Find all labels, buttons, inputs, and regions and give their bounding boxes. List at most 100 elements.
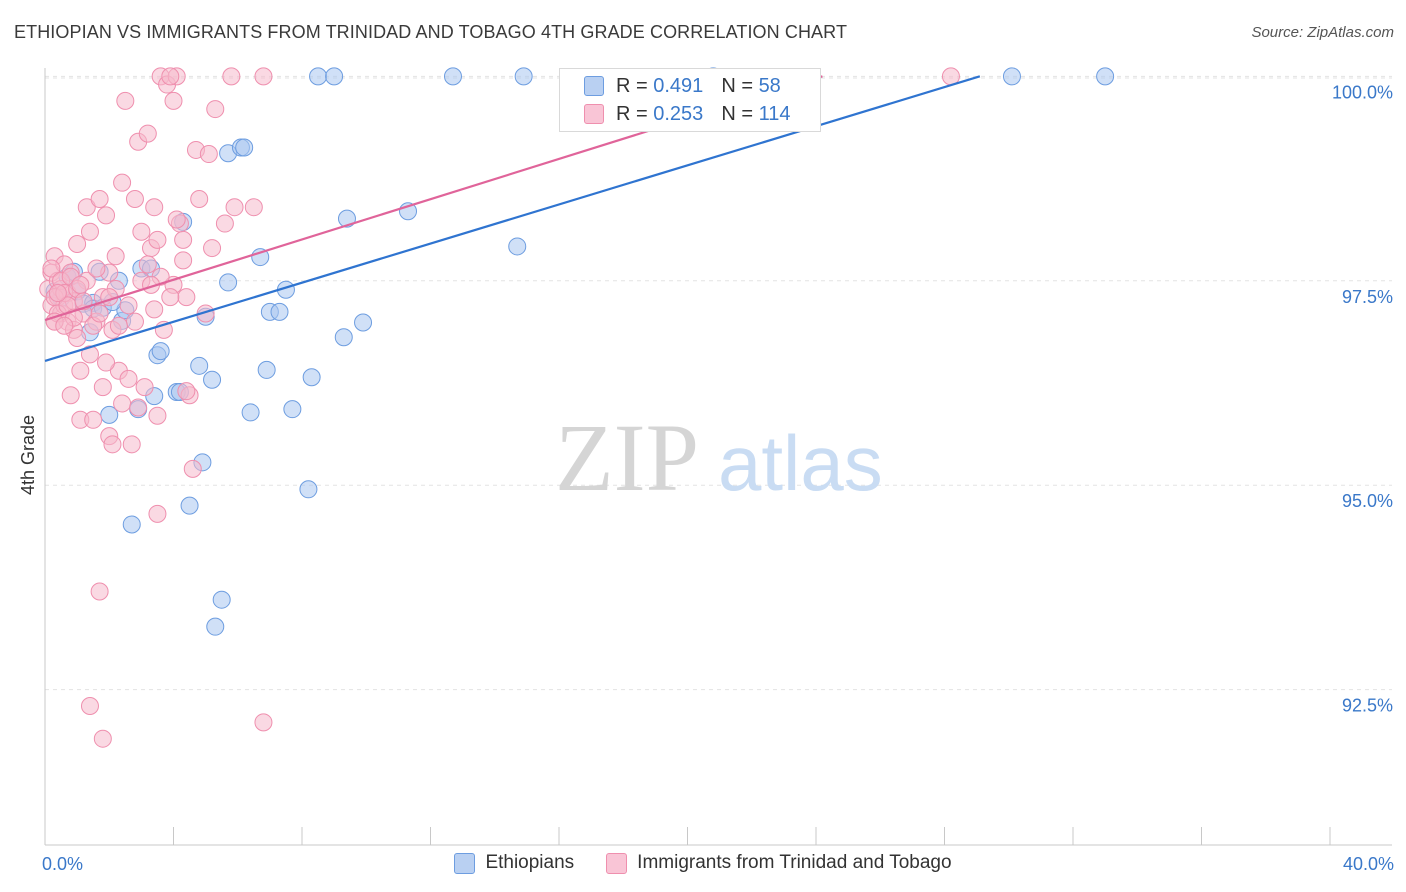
ethiopian-point	[203, 370, 222, 389]
watermark: ZIP atlas	[555, 404, 883, 511]
data-points	[39, 67, 1115, 748]
trinidad-point	[190, 190, 209, 209]
trinidad-point	[183, 459, 202, 478]
legend-row-ethiopians: R = 0.491 N = 58	[584, 73, 781, 99]
trinidad-point	[254, 67, 273, 86]
axis-labels: 92.5% 95.0% 97.5% 100.0% 0.0% 40.0% 4th Grade	[18, 82, 1394, 874]
trinidad-point	[164, 91, 183, 110]
trinidad-point	[93, 378, 112, 397]
legend-r-value: 0.253	[653, 102, 704, 125]
trinidad-point	[145, 300, 164, 319]
trinidad-point	[132, 222, 151, 241]
trinidad-point	[145, 198, 164, 217]
trinidad-point	[93, 729, 112, 748]
y-axis-title: 4th Grade	[18, 415, 38, 495]
trinidad-point	[148, 230, 167, 249]
series-swatch-pink	[606, 852, 628, 874]
ethiopian-point	[235, 138, 254, 157]
ethiopian-point	[1002, 67, 1021, 86]
series-legend: Ethiopians Immigrants from Trinidad and …	[0, 852, 1406, 874]
trinidad-point	[148, 504, 167, 523]
trinidad-point	[203, 239, 222, 258]
watermark-atlas: atlas	[718, 419, 883, 507]
ethiopian-point	[219, 273, 238, 292]
trinidad-point	[125, 190, 144, 209]
trinidad-point	[138, 255, 157, 274]
trinidad-point	[119, 296, 138, 315]
trinidad-point	[199, 145, 218, 164]
ethiopian-point	[257, 360, 276, 379]
trinidad-point	[77, 198, 96, 217]
series-legend-label: Immigrants from Trinidad and Tobago	[637, 852, 952, 873]
y-tick-label: 95.0%	[1342, 491, 1393, 511]
trinidad-point	[122, 435, 141, 454]
trinidad-point	[116, 91, 135, 110]
trinidad-point	[55, 316, 74, 335]
ethiopian-point	[122, 515, 141, 534]
source-label: Source: ZipAtlas.com	[1251, 24, 1394, 41]
series-legend-label: Ethiopians	[485, 852, 575, 873]
ethiopian-point	[299, 480, 318, 499]
legend-n-label: N =	[721, 74, 753, 97]
trinidad-point	[138, 124, 157, 143]
trinidad-point	[48, 284, 67, 303]
watermark-zip: ZIP	[555, 404, 699, 511]
x-tick-label: 0.0%	[42, 854, 83, 874]
legend-n-label: N =	[721, 102, 753, 125]
trinidad-point	[84, 410, 103, 429]
trinidad-point	[174, 251, 193, 270]
series-legend-trinidad[interactable]: Immigrants from Trinidad and Tobago	[606, 852, 952, 874]
ethiopian-point	[334, 328, 353, 347]
ethiopian-point	[151, 342, 170, 361]
trinidad-point	[87, 259, 106, 278]
trinidad-point	[71, 275, 90, 294]
ethiopian-point	[270, 302, 289, 321]
axes	[44, 68, 1392, 846]
x-tick-label: 40.0%	[1343, 854, 1394, 874]
y-tick-label: 97.5%	[1342, 287, 1393, 307]
trinidad-point	[148, 406, 167, 425]
trinidad-point	[113, 173, 132, 192]
ethiopian-point	[100, 405, 119, 424]
series-legend-ethiopians[interactable]: Ethiopians	[454, 852, 574, 874]
trinidad-point	[177, 288, 196, 307]
legend-row-trinidad: R = 0.253 N = 114	[584, 101, 790, 127]
legend-r-value: 0.491	[653, 74, 704, 97]
trinidad-point	[206, 100, 225, 119]
legend-n-value: 58	[758, 74, 781, 97]
ethiopian-point	[514, 67, 533, 86]
ethiopian-point	[1096, 67, 1115, 86]
trinidad-point	[125, 312, 144, 331]
ethiopian-point	[302, 368, 321, 387]
trinidad-point	[68, 234, 87, 253]
trinidad-point	[129, 398, 148, 417]
ethiopian-trend-line	[44, 75, 981, 362]
legend-n-value: 114	[758, 102, 791, 125]
trinidad-point	[106, 247, 125, 266]
ethiopian-point	[283, 400, 302, 419]
trinidad-point	[42, 259, 61, 278]
ethiopian-point	[443, 67, 462, 86]
legend-swatch-pink	[584, 104, 604, 124]
trinidad-point	[109, 316, 128, 335]
ethiopian-point	[508, 237, 527, 256]
trinidad-point	[90, 304, 109, 323]
trinidad-point	[215, 214, 234, 233]
trinidad-point	[225, 198, 244, 217]
trinidad-point	[71, 361, 90, 380]
ethiopian-point	[354, 313, 373, 332]
trinidad-point	[90, 190, 109, 209]
trinidad-point	[254, 713, 273, 732]
trinidad-point	[177, 382, 196, 401]
trinidad-point	[161, 67, 180, 86]
trinidad-point	[90, 582, 109, 601]
legend-r-label: R =	[616, 102, 648, 125]
trinidad-point	[244, 198, 263, 217]
trinidad-point	[68, 329, 87, 348]
ethiopian-point	[241, 403, 260, 422]
ethiopian-point	[190, 356, 209, 375]
trinidad-point	[80, 345, 99, 364]
ethiopian-point	[325, 67, 344, 86]
legend-swatch-blue	[584, 76, 604, 96]
